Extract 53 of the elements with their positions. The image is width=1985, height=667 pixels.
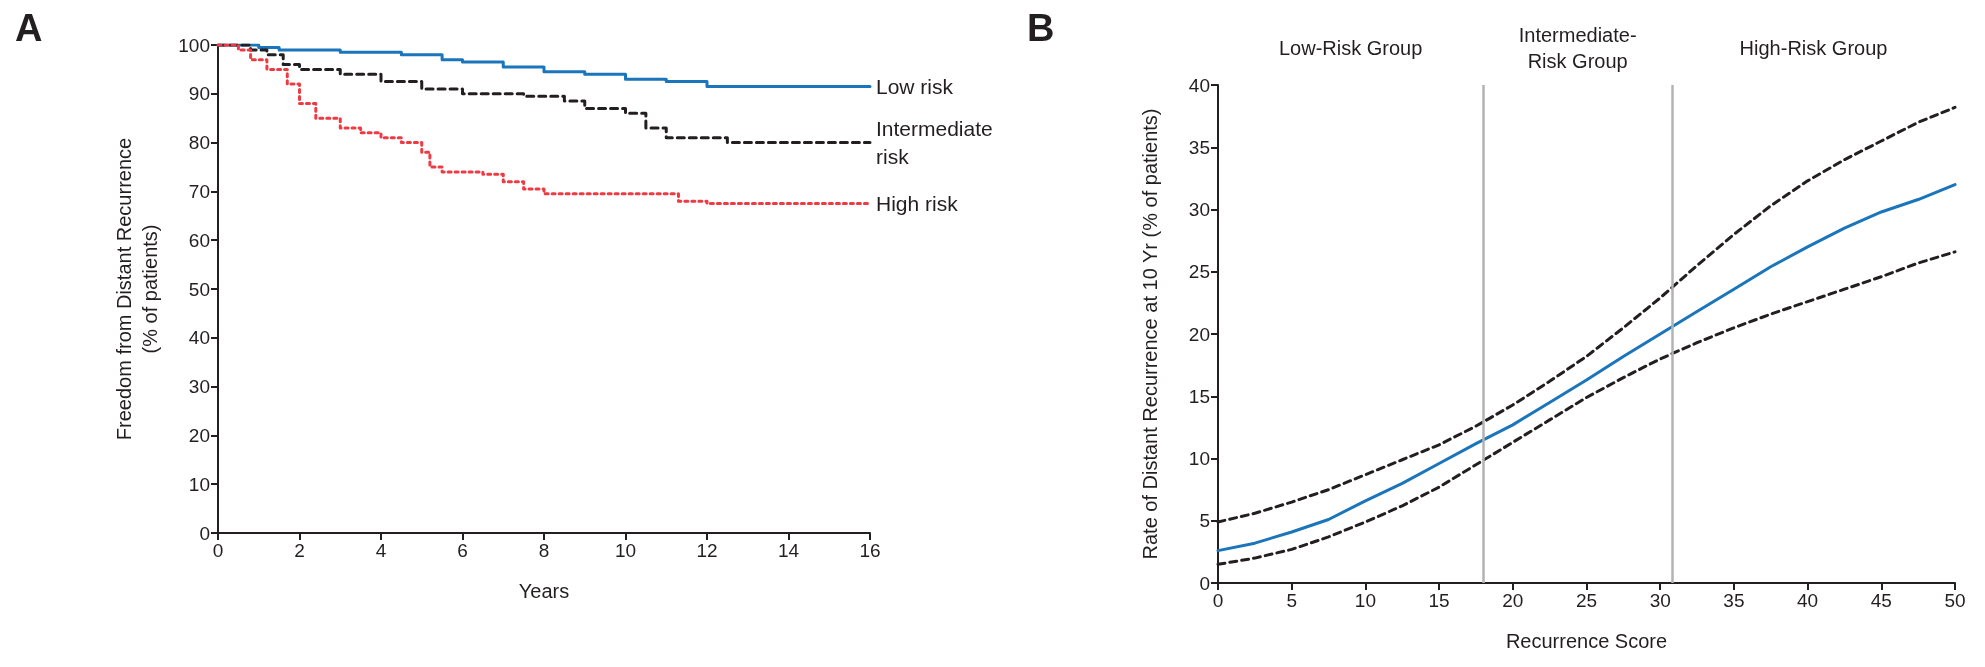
x-tick-label: 45 xyxy=(1870,590,1892,611)
chart-title: A xyxy=(15,7,43,49)
x-tick-label: 10 xyxy=(614,540,637,561)
y-tick-label: 60 xyxy=(188,229,210,251)
y-tick-label: 70 xyxy=(188,180,210,202)
y-tick-label: 30 xyxy=(1188,199,1210,220)
line-series xyxy=(1216,183,1957,553)
y-tick-label: 0 xyxy=(1199,572,1210,594)
chart-title: B xyxy=(1027,7,1055,49)
x-tick-label: 14 xyxy=(777,540,800,561)
text: Intermediate- Risk Group xyxy=(1518,24,1637,72)
x-tick-label: 25 xyxy=(1575,590,1598,611)
y-tick-label: 0 xyxy=(199,522,210,544)
y-tick-label: 90 xyxy=(188,83,210,105)
x-tick-label: 0 xyxy=(212,540,224,561)
x-tick-label: 10 xyxy=(1354,590,1376,611)
x-tick-label: 20 xyxy=(1502,590,1524,611)
x-axis-title: Years xyxy=(518,580,570,602)
y-tick-label: 15 xyxy=(1188,385,1210,407)
x-tick-label: 50 xyxy=(1944,590,1966,611)
text: Low-Risk Group xyxy=(1278,37,1423,59)
x-axis-title: Recurrence Score xyxy=(1505,630,1668,652)
x-tick-label: 6 xyxy=(457,540,468,561)
y-tick-label: 100 xyxy=(178,34,210,56)
x-tick-label: 35 xyxy=(1723,590,1745,611)
text: High-Risk Group xyxy=(1739,37,1888,59)
x-tick-label: 4 xyxy=(375,540,387,561)
y-tick-label: 35 xyxy=(1188,136,1210,158)
y-tick-label: 5 xyxy=(1199,510,1210,532)
y-tick-label: 10 xyxy=(188,473,210,495)
x-tick-label: 2 xyxy=(294,540,305,561)
x-tick-label: 40 xyxy=(1797,590,1819,611)
y-axis-title: Rate of Distant Recurrence at 10 Yr (% of patients) xyxy=(1139,108,1161,560)
x-tick-label: 30 xyxy=(1649,590,1671,611)
y-tick-label: 50 xyxy=(188,278,210,300)
y-tick-label: 25 xyxy=(1188,261,1210,283)
y-axis-title: Freedom from Distant Recurrence (% of patients) xyxy=(113,137,161,441)
y-tick-label: 10 xyxy=(1188,448,1210,469)
x-tick-label: 0 xyxy=(1212,590,1224,611)
x-tick-label: 15 xyxy=(1428,590,1450,611)
series-label: Intermediate risk xyxy=(876,117,993,169)
y-tick-label: 20 xyxy=(1188,323,1210,345)
x-tick-label: 5 xyxy=(1286,590,1297,611)
x-tick-label: 8 xyxy=(538,540,550,561)
series-label: Low risk xyxy=(876,74,954,98)
y-tick-label: 40 xyxy=(188,327,210,349)
y-tick-label: 20 xyxy=(188,424,210,446)
x-tick-label: 12 xyxy=(696,540,718,561)
x-tick-label: 16 xyxy=(859,540,881,561)
series-label: High risk xyxy=(876,192,959,216)
y-tick-label: 80 xyxy=(188,132,210,154)
y-tick-label: 30 xyxy=(188,376,210,398)
y-tick-label: 40 xyxy=(1188,74,1210,96)
